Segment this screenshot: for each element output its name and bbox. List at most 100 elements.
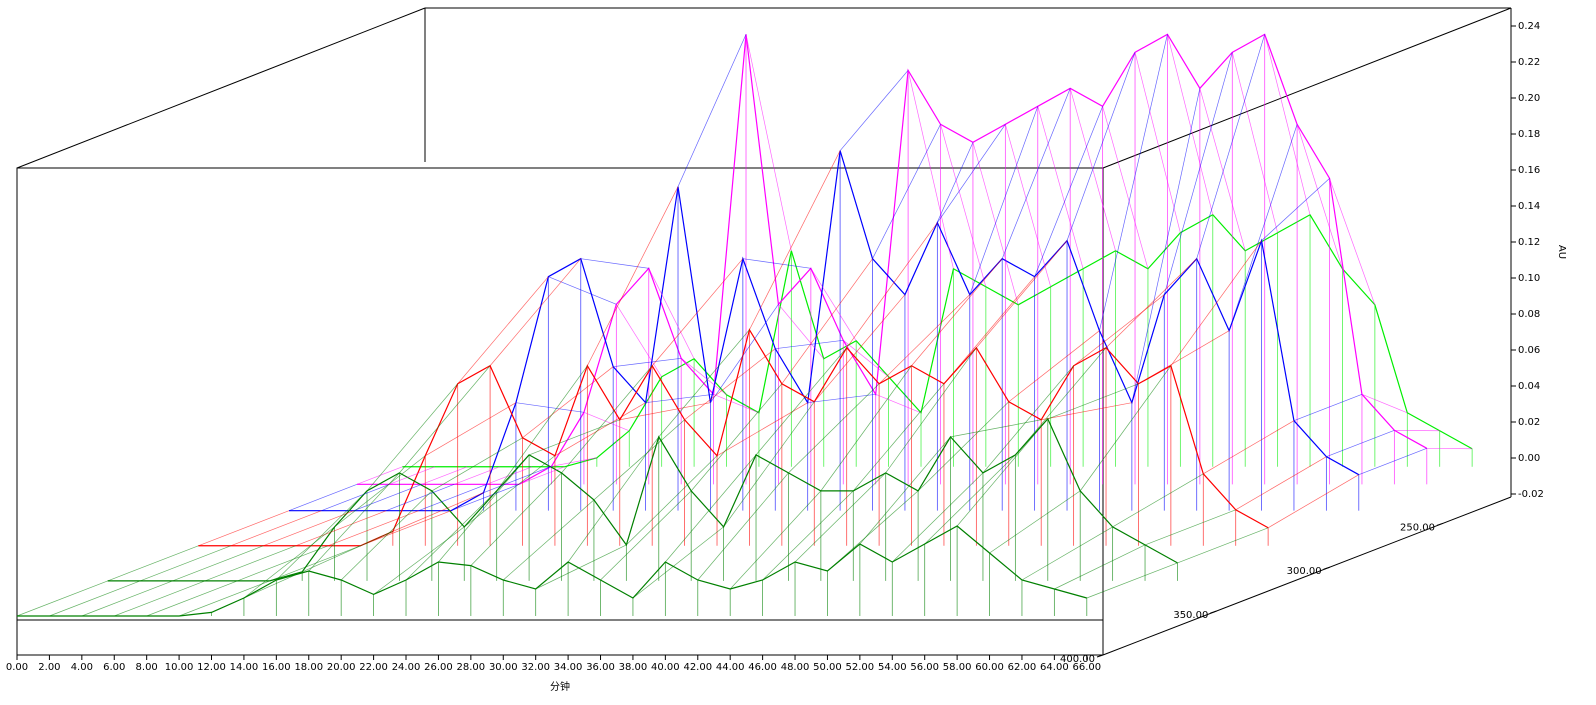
mesh-line: [778, 304, 825, 360]
mesh-line: [399, 365, 491, 474]
mesh-line: [554, 402, 646, 457]
mesh-line: [911, 258, 1003, 367]
x-tick-label: 48.00: [781, 662, 810, 673]
mesh-line: [1021, 526, 1113, 581]
mesh-line: [392, 492, 484, 532]
mesh-line: [373, 526, 465, 595]
mesh-line: [1296, 124, 1343, 269]
mesh-line: [438, 454, 530, 563]
mesh-line: [16, 580, 108, 617]
x-tick-label: 2.00: [38, 662, 60, 673]
x-tick-label: 32.00: [521, 662, 550, 673]
mesh-line: [1203, 420, 1295, 475]
x-tick-label: 28.00: [457, 662, 486, 673]
mesh-line: [1037, 106, 1084, 269]
mesh-line: [1086, 562, 1178, 599]
mesh-line: [872, 124, 941, 259]
x-tick-label: 50.00: [813, 662, 842, 673]
mesh-line: [418, 484, 487, 511]
mesh-line: [943, 276, 1035, 385]
mesh-line: [827, 490, 919, 572]
x-tick-label: 24.00: [392, 662, 421, 673]
mesh-line: [684, 348, 776, 421]
mesh-line: [1034, 106, 1103, 277]
mesh-line: [522, 366, 614, 439]
mesh-line: [1199, 88, 1246, 251]
mesh-line: [904, 142, 974, 295]
x-tick-label: 36.00: [586, 662, 615, 673]
mesh-line: [788, 383, 880, 474]
x-tick-label: 66.00: [1072, 662, 1101, 673]
mesh-line: [924, 454, 1016, 545]
mesh-line: [1228, 124, 1298, 331]
mesh-line: [937, 124, 1006, 223]
mesh-line: [1361, 394, 1408, 414]
mesh-line: [321, 484, 390, 511]
mesh-line: [989, 490, 1081, 554]
mesh-line: [723, 401, 815, 528]
y-tick-label: 0.14: [1518, 201, 1540, 212]
x-tick-label: 18.00: [294, 662, 323, 673]
mesh-line: [593, 419, 685, 501]
mesh-line: [600, 490, 692, 581]
mesh-line: [139, 545, 231, 582]
mesh-line: [405, 490, 497, 581]
mesh-line: [878, 294, 971, 385]
mesh-line: [483, 466, 552, 493]
mesh-line: [551, 457, 597, 467]
mesh-line: [1112, 473, 1204, 528]
mesh-line: [327, 510, 419, 547]
mesh-line: [107, 545, 199, 582]
x-tick-label: 22.00: [359, 662, 388, 673]
mesh-line: [1047, 383, 1139, 420]
mesh-line: [587, 186, 679, 366]
mesh-line: [1144, 509, 1236, 546]
mesh-line: [486, 466, 533, 485]
mesh-line: [749, 150, 841, 330]
mesh-line: [1001, 88, 1071, 259]
mesh-line: [1079, 365, 1172, 492]
mesh-line: [1326, 430, 1395, 457]
mesh-line: [386, 484, 455, 511]
x-tick-label: 0.00: [6, 662, 28, 673]
mesh-line: [114, 580, 206, 617]
mesh-line: [269, 545, 361, 582]
mesh-line: [680, 358, 727, 396]
mesh-line: [632, 526, 724, 599]
mesh-line: [295, 510, 387, 547]
mesh-line: [885, 347, 977, 474]
mesh-line: [775, 339, 844, 350]
mesh-line: [820, 365, 912, 492]
trace: [17, 525, 1087, 617]
x-tick-label: 10.00: [165, 662, 194, 673]
mesh-line: [762, 490, 854, 581]
x-tick-label: 38.00: [619, 662, 648, 673]
mesh-line: [515, 402, 584, 413]
mesh-line: [710, 304, 779, 403]
trace: [289, 150, 1360, 512]
mesh-line: [518, 466, 565, 485]
x-tick-label: 40.00: [651, 662, 680, 673]
mesh-line: [457, 276, 549, 385]
mesh-line: [1267, 474, 1359, 529]
x-tick-label: 54.00: [878, 662, 907, 673]
y-tick-label: 0.00: [1518, 453, 1540, 464]
z-tick: [1210, 610, 1217, 614]
x-tick-label: 52.00: [846, 662, 875, 673]
mesh-line: [807, 393, 876, 404]
mesh-line: [489, 258, 582, 367]
mesh-line: [178, 580, 270, 617]
mesh-line: [172, 545, 264, 582]
mesh-line: [697, 472, 789, 581]
y-tick-label: 0.16: [1518, 165, 1540, 176]
mesh-line: [1167, 34, 1214, 215]
mesh-line: [204, 545, 296, 582]
mesh-line: [1099, 34, 1168, 331]
mesh-line: [340, 490, 433, 581]
mesh-line: [211, 571, 303, 613]
mesh-line: [907, 70, 954, 269]
mesh-line: [853, 383, 945, 492]
x-tick-label: 56.00: [910, 662, 939, 673]
mesh-line: [567, 436, 660, 563]
